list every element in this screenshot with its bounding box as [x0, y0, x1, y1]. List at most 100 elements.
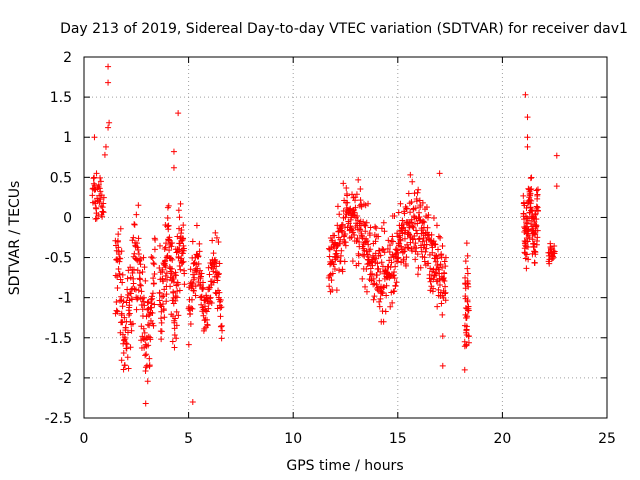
data-point	[141, 302, 148, 309]
data-point	[205, 305, 212, 312]
x-tick-label: 0	[80, 431, 89, 447]
data-point	[333, 287, 340, 294]
data-point	[522, 250, 529, 257]
data-point	[381, 249, 388, 256]
data-point	[135, 250, 142, 257]
data-point	[423, 204, 430, 211]
data-point	[214, 305, 221, 312]
data-point	[176, 287, 183, 294]
data-point	[391, 213, 398, 220]
data-point	[401, 248, 408, 255]
data-point	[160, 301, 167, 308]
data-point	[189, 398, 196, 405]
data-point	[393, 279, 400, 286]
data-point	[551, 242, 558, 249]
data-point	[385, 237, 392, 244]
data-point	[170, 148, 177, 155]
data-point	[170, 164, 177, 171]
data-point	[464, 265, 471, 272]
data-point	[118, 248, 125, 255]
data-point	[151, 271, 158, 278]
data-point	[187, 320, 194, 327]
data-point	[436, 282, 443, 289]
data-point	[195, 260, 202, 267]
data-point	[180, 245, 187, 252]
data-point	[171, 344, 178, 351]
data-point	[93, 215, 100, 222]
data-point	[97, 174, 104, 181]
data-point	[383, 292, 390, 299]
data-point	[442, 283, 449, 290]
data-point	[171, 325, 178, 332]
data-point	[176, 214, 183, 221]
data-point	[163, 291, 170, 298]
data-point	[218, 304, 225, 311]
data-point	[408, 198, 415, 205]
data-point	[97, 188, 104, 195]
data-point	[405, 244, 412, 251]
data-point	[326, 272, 333, 279]
data-point	[374, 260, 381, 267]
data-point	[329, 270, 336, 277]
data-point	[407, 209, 414, 216]
data-point	[340, 180, 347, 187]
data-point	[397, 237, 404, 244]
data-point	[149, 255, 156, 262]
data-point	[369, 262, 376, 269]
data-point	[173, 322, 180, 329]
data-point	[128, 327, 135, 334]
data-point	[128, 296, 135, 303]
data-point	[178, 226, 185, 233]
data-point	[531, 259, 538, 266]
data-point	[200, 284, 207, 291]
data-point	[185, 341, 192, 348]
data-point	[351, 232, 358, 239]
data-point	[178, 255, 185, 262]
data-point	[149, 309, 156, 316]
data-point	[379, 289, 386, 296]
data-point	[125, 267, 132, 274]
data-point	[328, 277, 335, 284]
data-point	[463, 313, 470, 320]
data-point	[217, 313, 224, 320]
data-point	[158, 319, 165, 326]
data-point	[99, 213, 106, 220]
data-point	[130, 266, 137, 273]
data-point	[137, 261, 144, 268]
data-point	[533, 203, 540, 210]
data-point	[142, 400, 149, 407]
data-point	[404, 244, 411, 251]
data-point	[550, 254, 557, 261]
y-axis-label: SDTVAR / TECUs	[7, 181, 23, 296]
data-point	[411, 233, 418, 240]
x-tick-label: 25	[598, 431, 616, 447]
data-point	[179, 259, 186, 266]
data-point	[430, 238, 437, 245]
data-point	[373, 272, 380, 279]
data-point	[423, 241, 430, 248]
data-point	[376, 298, 383, 305]
data-point	[343, 185, 350, 192]
data-point	[137, 276, 144, 283]
data-point	[156, 265, 163, 272]
data-point	[166, 234, 173, 241]
data-point	[92, 216, 99, 223]
data-point	[371, 293, 378, 300]
data-point	[175, 207, 182, 214]
data-point	[344, 192, 351, 199]
data-point	[91, 134, 98, 141]
data-point	[172, 272, 179, 279]
data-point	[131, 286, 138, 293]
data-point	[434, 255, 441, 262]
data-point	[126, 310, 133, 317]
data-point	[140, 325, 147, 332]
data-point	[403, 262, 410, 269]
data-point	[113, 307, 120, 314]
data-point	[408, 247, 415, 254]
data-point	[125, 365, 132, 372]
data-point	[461, 366, 468, 373]
data-point	[160, 292, 167, 299]
data-point	[442, 254, 449, 261]
data-point	[130, 234, 137, 241]
data-point	[441, 258, 448, 265]
